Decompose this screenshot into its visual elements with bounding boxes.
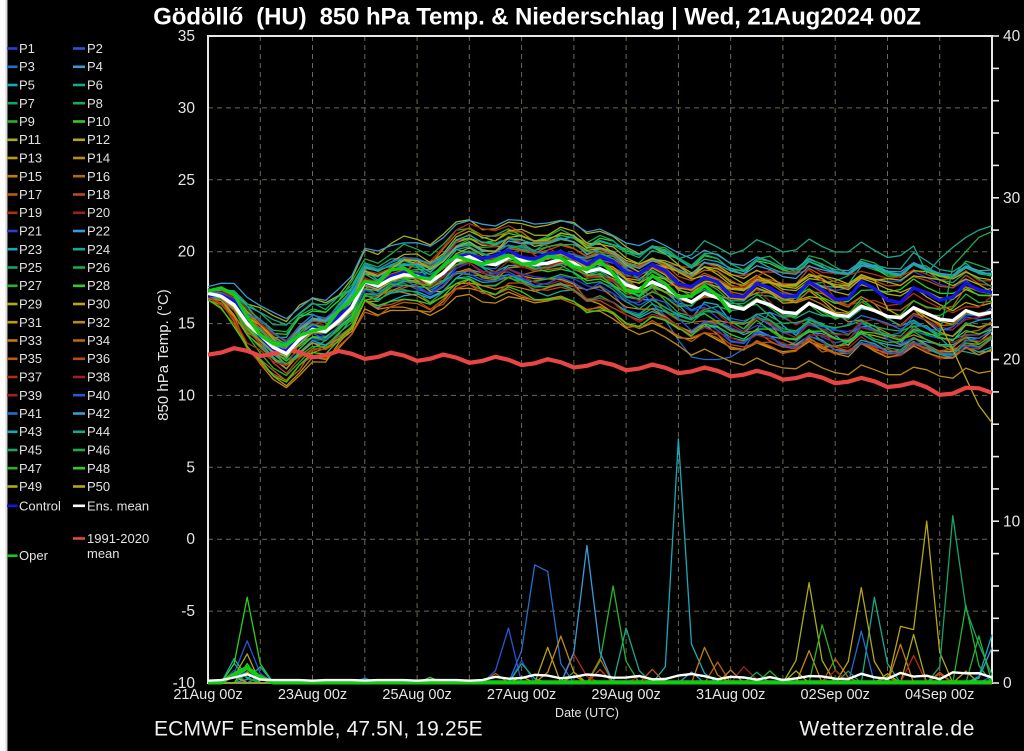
svg-text:1991-2020: 1991-2020 [87, 531, 149, 546]
svg-text:29Aug 00z: 29Aug 00z [591, 687, 660, 703]
svg-text:5: 5 [186, 459, 195, 476]
svg-text:P28: P28 [87, 278, 110, 293]
svg-text:Ens. mean: Ens. mean [87, 498, 149, 513]
svg-text:30: 30 [178, 100, 196, 117]
svg-text:P34: P34 [87, 333, 110, 348]
svg-text:P40: P40 [87, 388, 110, 403]
svg-text:P11: P11 [19, 132, 41, 147]
svg-text:30: 30 [1003, 190, 1021, 207]
svg-text:21Aug 00z: 21Aug 00z [173, 687, 242, 703]
svg-text:P37: P37 [19, 370, 42, 385]
svg-text:P35: P35 [19, 351, 42, 366]
svg-text:31Aug 00z: 31Aug 00z [696, 687, 765, 703]
svg-text:20: 20 [1003, 352, 1021, 369]
svg-text:P19: P19 [19, 205, 42, 220]
svg-text:P4: P4 [87, 59, 103, 74]
svg-text:0: 0 [186, 531, 195, 548]
svg-text:P39: P39 [19, 388, 42, 403]
svg-text:23Aug 00z: 23Aug 00z [278, 687, 347, 703]
svg-text:P30: P30 [87, 297, 110, 312]
svg-text:P49: P49 [19, 479, 42, 494]
svg-text:P1: P1 [19, 41, 35, 56]
svg-text:P18: P18 [87, 187, 110, 202]
svg-text:Wetterzentrale.de: Wetterzentrale.de [799, 718, 975, 741]
svg-text:P7: P7 [19, 96, 35, 111]
svg-text:ECMWF Ensemble, 47.5N, 19.25E: ECMWF Ensemble, 47.5N, 19.25E [154, 718, 483, 741]
svg-text:P26: P26 [87, 260, 110, 275]
svg-text:P50: P50 [87, 479, 110, 494]
svg-text:0: 0 [1003, 675, 1012, 692]
svg-text:P38: P38 [87, 370, 110, 385]
svg-text:P43: P43 [19, 424, 42, 439]
svg-text:25: 25 [178, 172, 195, 189]
svg-text:P25: P25 [19, 260, 42, 275]
svg-text:P17: P17 [19, 187, 42, 202]
svg-text:P6: P6 [87, 78, 103, 93]
svg-text:P8: P8 [87, 96, 103, 111]
svg-text:P16: P16 [87, 169, 110, 184]
svg-text:P15: P15 [19, 169, 42, 184]
svg-text:P12: P12 [87, 132, 110, 147]
svg-text:P47: P47 [19, 461, 42, 476]
svg-text:Gödöllő (HU) 850 hPa Temp. &: Gödöllő (HU) 850 hPa Temp. & Niederschla… [153, 4, 921, 31]
svg-text:-5: -5 [181, 603, 195, 620]
svg-text:P27: P27 [19, 278, 42, 293]
svg-text:P5: P5 [19, 78, 35, 93]
svg-text:Niederschlag (mm/6h): Niederschlag (mm/6h) [1022, 286, 1024, 434]
svg-text:P46: P46 [87, 443, 110, 458]
svg-text:10: 10 [1003, 514, 1021, 531]
svg-text:P22: P22 [87, 224, 110, 239]
svg-text:Date (UTC): Date (UTC) [555, 706, 619, 720]
svg-text:Control: Control [19, 498, 61, 513]
svg-text:P41: P41 [19, 406, 42, 421]
svg-text:P3: P3 [19, 59, 35, 74]
svg-text:15: 15 [178, 316, 195, 333]
svg-text:P9: P9 [19, 114, 35, 129]
svg-text:P36: P36 [87, 351, 110, 366]
svg-text:P10: P10 [87, 114, 110, 129]
svg-text:Oper: Oper [19, 548, 49, 563]
svg-text:mean: mean [87, 546, 120, 561]
svg-text:P21: P21 [19, 224, 42, 239]
svg-text:02Sep 00z: 02Sep 00z [801, 687, 870, 703]
svg-text:P45: P45 [19, 443, 42, 458]
svg-text:P31: P31 [19, 315, 42, 330]
svg-text:P32: P32 [87, 315, 110, 330]
svg-text:10: 10 [178, 387, 196, 404]
svg-text:25Aug 00z: 25Aug 00z [382, 687, 451, 703]
svg-text:27Aug 00z: 27Aug 00z [487, 687, 556, 703]
svg-text:850 hPa Temp. (°C): 850 hPa Temp. (°C) [155, 289, 172, 421]
svg-text:04Sep 00z: 04Sep 00z [905, 687, 974, 703]
svg-text:P24: P24 [87, 242, 110, 257]
svg-text:P29: P29 [19, 297, 42, 312]
svg-text:P14: P14 [87, 151, 110, 166]
svg-text:20: 20 [178, 244, 196, 261]
svg-text:P13: P13 [19, 151, 42, 166]
svg-text:35: 35 [178, 28, 195, 45]
svg-text:P20: P20 [87, 205, 110, 220]
svg-text:P33: P33 [19, 333, 42, 348]
svg-text:P48: P48 [87, 461, 110, 476]
svg-text:-10: -10 [173, 675, 196, 692]
svg-text:P23: P23 [19, 242, 42, 257]
svg-text:P44: P44 [87, 424, 110, 439]
svg-text:P42: P42 [87, 406, 110, 421]
svg-text:40: 40 [1003, 28, 1021, 45]
svg-text:P2: P2 [87, 41, 103, 56]
